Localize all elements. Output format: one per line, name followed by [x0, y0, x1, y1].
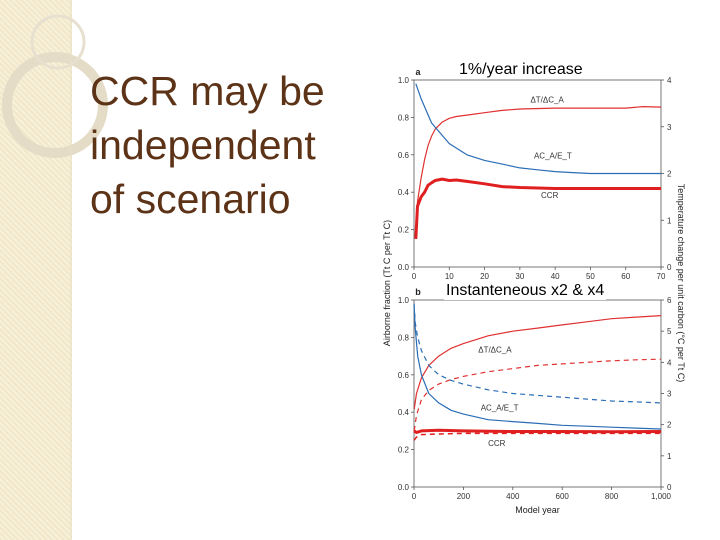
panel-a-x-tick-label: 40 — [551, 272, 560, 281]
decorative-ring-small — [30, 14, 86, 70]
panel-b-left-tick-label: 0.8 — [398, 333, 410, 342]
panel-a-x-tick-label: 60 — [621, 272, 630, 281]
panel-a-left-tick-label: 1.0 — [398, 76, 410, 85]
caption-panel-b: Instanteneous x2 & x4 — [444, 282, 607, 300]
panel-a-series-annotation: CCR — [541, 191, 559, 200]
panel-b-series-annotation: CCR — [488, 439, 506, 448]
panel-a-x-tick-label: 20 — [480, 272, 489, 281]
panel-a-left-tick-label: 0.8 — [398, 113, 410, 122]
decorative-ring — [2, 52, 108, 158]
panel-a-x-tick-label: 30 — [515, 272, 524, 281]
panel-b-x-tick-label: 400 — [506, 492, 520, 501]
panel-b-x-tick-label: 600 — [556, 492, 570, 501]
panel-b-right-tick-label: 3 — [667, 390, 672, 399]
panel-a-left-tick-label: 0.0 — [398, 263, 410, 272]
panel-b-series-line — [413, 303, 662, 404]
panel-a-series-annotation: AC_A/E_T — [534, 152, 572, 161]
panel-b-left-tick-label: 0.6 — [398, 371, 410, 380]
panel-b-x-tick-label: 0 — [412, 492, 417, 501]
panel-b-right-tick-label: 0 — [667, 483, 672, 492]
panel-b-series-line — [413, 315, 662, 410]
panel-a-series-annotation: ΔT/ΔC_A — [530, 95, 564, 104]
panel-a-series-line — [415, 83, 661, 175]
panel-a-right-tick-label: 4 — [667, 76, 672, 85]
slide-title: CCR may be independent of scenario — [90, 64, 360, 226]
panel-a-x-tick-label: 70 — [657, 272, 666, 281]
right-axis-label: Temperature change per unit carbon (°C p… — [676, 184, 686, 383]
panel-a-x-tick-label: 10 — [445, 272, 454, 281]
panel-b-left-tick-label: 0.2 — [398, 446, 410, 455]
panel-a-right-tick-label: 1 — [667, 216, 672, 225]
panel-b-series-line — [413, 432, 661, 441]
panel-b-series-annotation: ΔT/ΔC_A — [478, 345, 512, 354]
panel-b-series-line — [413, 428, 662, 434]
panel-a-left-tick-label: 0.4 — [398, 188, 410, 197]
slide-title-line-2: independent — [90, 122, 316, 168]
left-axis-label: Airborne fraction (Tt C per Tt C) — [382, 220, 392, 346]
panel-b-left-tick-label: 0.4 — [398, 408, 410, 417]
panel-b-x-tick-label: 800 — [605, 492, 619, 501]
panel-b-label: b — [415, 287, 421, 297]
panel-a-series-line — [414, 177, 661, 239]
panel-b-left-tick-label: 0.0 — [398, 483, 410, 492]
caption-panel-a: 1%/year increase — [457, 61, 585, 79]
panel-a-x-tick-label: 50 — [586, 272, 595, 281]
panel-a-right-tick-label: 2 — [667, 170, 672, 179]
panel-a-left-tick-label: 0.2 — [398, 226, 410, 235]
panel-b-right-tick-label: 6 — [667, 296, 672, 305]
panel-b-series-line — [413, 358, 662, 431]
panel-b-right-tick-label: 4 — [667, 358, 672, 367]
panel-b-x-tick-label: 1,000 — [651, 492, 672, 501]
panel-b-x-axis-label: Model year — [515, 505, 560, 515]
slide-title-line-3: of scenario — [90, 176, 291, 222]
panel-a-right-tick-label: 3 — [667, 123, 672, 132]
panel-b-right-tick-label: 5 — [667, 327, 672, 336]
panel-b-left-tick-label: 1.0 — [398, 296, 410, 305]
panel-b-series-line — [413, 303, 662, 430]
panel-b-right-tick-label: 1 — [667, 452, 672, 461]
panel-a-right-tick-label: 0 — [667, 263, 672, 272]
panel-b-right-tick-label: 2 — [667, 421, 672, 430]
panel-a-series-line — [415, 105, 662, 230]
panel-a-x-tick-label: 0 — [412, 272, 417, 281]
panel-a-label: a — [415, 67, 421, 77]
panel-b-x-tick-label: 200 — [457, 492, 471, 501]
panel-b-series-annotation: AC_A/E_T — [481, 403, 519, 412]
panel-a-left-tick-label: 0.6 — [398, 151, 410, 160]
slide-title-line-1: CCR may be — [90, 68, 325, 114]
